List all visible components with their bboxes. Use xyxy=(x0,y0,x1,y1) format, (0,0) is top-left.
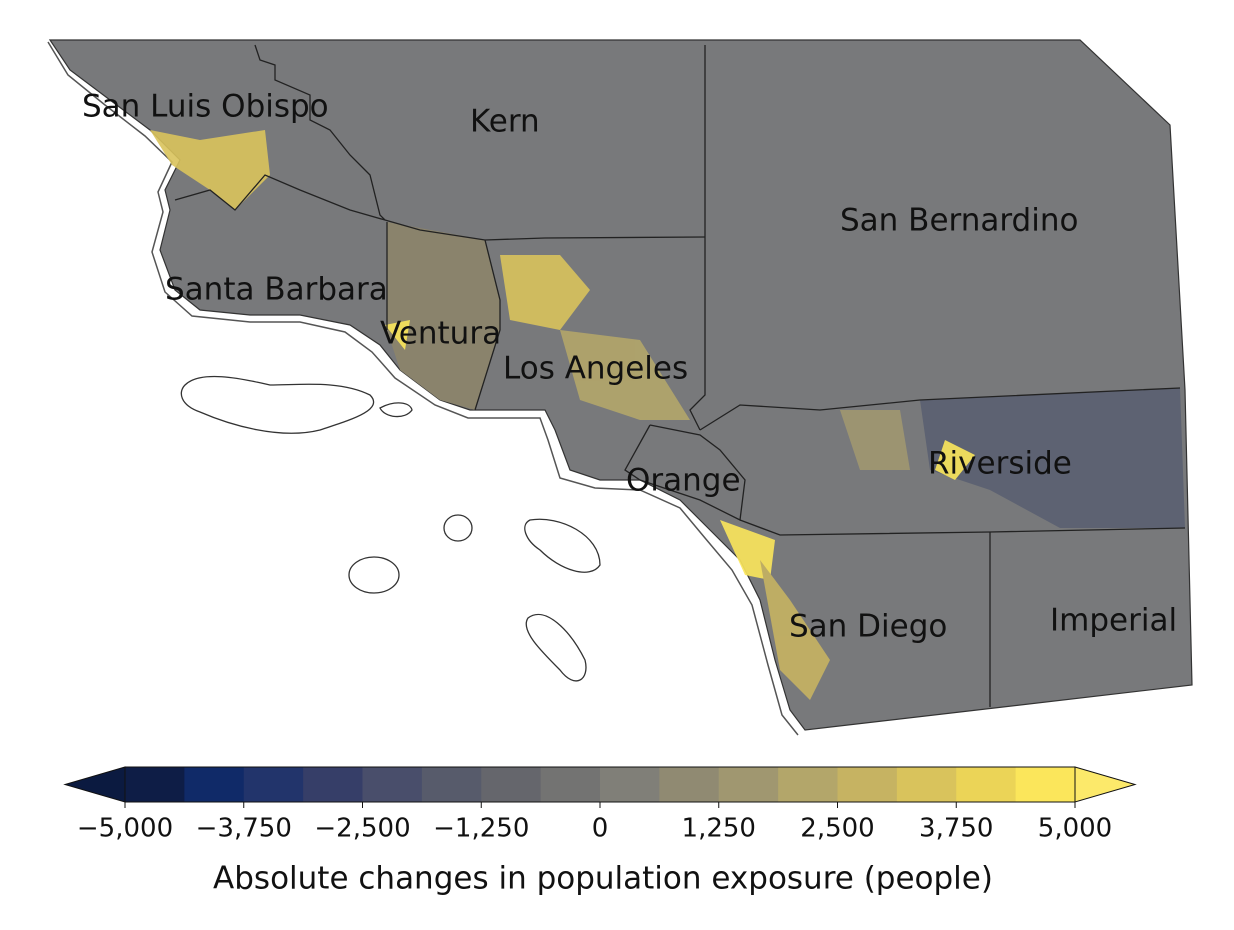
colorbar-bin xyxy=(184,767,245,802)
colorbar-bin xyxy=(303,767,363,802)
colorbar-bin xyxy=(481,767,542,802)
colorbar: −5,000 −3,750 −2,500 −1,250 0 1,250 2,500 3,750… xyxy=(63,766,1137,897)
colorbar-bin xyxy=(1015,767,1076,802)
colorbar-tick-label: −3,750 xyxy=(196,814,292,844)
colorbar-bin xyxy=(243,767,304,802)
county-label: San Diego xyxy=(789,609,947,645)
colorbar-bin xyxy=(362,767,423,802)
colorbar-bin xyxy=(718,767,779,802)
colorbar-tick-label: 5,000 xyxy=(1038,814,1112,844)
colorbar-tick-label: −5,000 xyxy=(77,814,173,844)
county-label: San Bernardino xyxy=(840,203,1078,239)
colorbar-bin xyxy=(125,767,185,802)
colorbar-tick-label: −2,500 xyxy=(314,814,410,844)
colorbar-tick-label: 3,750 xyxy=(919,814,993,844)
colorbar-tick-label: 0 xyxy=(592,814,609,844)
county-label: Orange xyxy=(626,463,741,499)
county-label: Ventura xyxy=(380,316,501,352)
county-label: Kern xyxy=(470,104,540,140)
colorbar-tick-label: 1,250 xyxy=(682,814,756,844)
county-label: Imperial xyxy=(1050,603,1177,639)
county-label: San Luis Obispo xyxy=(82,89,329,125)
colorbar-bin xyxy=(540,767,601,802)
ventura-fill xyxy=(387,222,500,410)
colorbar-tick-label: −1,250 xyxy=(433,814,529,844)
islands xyxy=(180,375,601,682)
colorbar-bin xyxy=(837,767,898,802)
county-borders xyxy=(174,44,1186,707)
colorbar-extend-low xyxy=(63,766,126,803)
colorbar-bin xyxy=(896,767,957,802)
colorbar-bin xyxy=(600,767,660,802)
colorbar-bin xyxy=(956,767,1017,802)
colorbar-tick-label: 2,500 xyxy=(800,814,874,844)
riverside-east xyxy=(920,388,1185,528)
colorbar-bin xyxy=(659,767,720,802)
map: San Luis Obispo Kern San Bernardino Santa B… xyxy=(47,39,1193,736)
county-label: Riverside xyxy=(928,446,1072,482)
county-label: Los Angeles xyxy=(503,351,688,387)
coast-halo xyxy=(47,41,799,736)
colorbar-label: Absolute changes in population exposure … xyxy=(213,861,993,897)
hotspots xyxy=(150,130,975,700)
county-label: Santa Barbara xyxy=(165,272,388,308)
colorbar-extend-high xyxy=(1074,766,1137,803)
colorbar-bin xyxy=(778,767,838,802)
colorbar-bin xyxy=(421,767,482,802)
